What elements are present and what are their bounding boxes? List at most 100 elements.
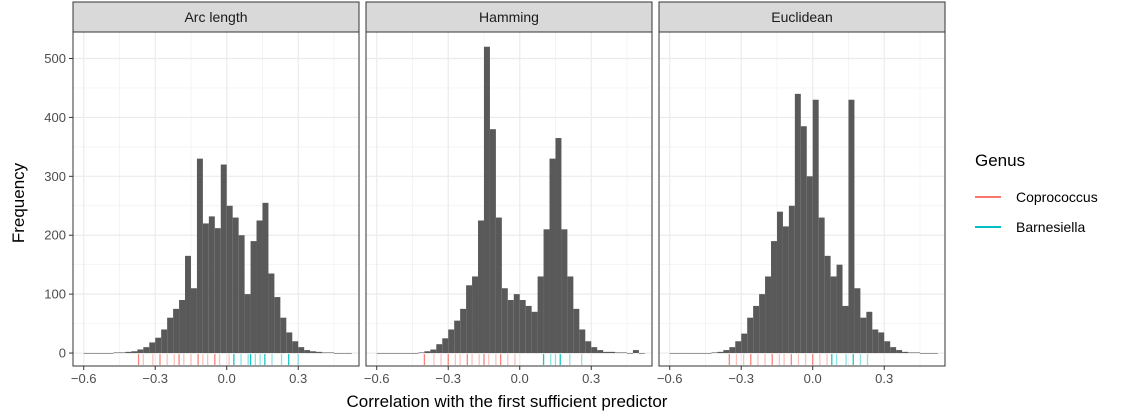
histogram-bar: [872, 329, 879, 354]
histogram-bar: [902, 351, 909, 354]
histogram-bar: [531, 311, 538, 354]
histogram-bar: [304, 350, 311, 354]
histogram-bar: [723, 350, 730, 354]
facet-panel-0: Arc length −0.6 −0.3 0.0 0.3: [71, 1, 360, 386]
histogram-bar: [632, 350, 639, 354]
histogram-bar: [626, 353, 633, 354]
histogram-bar: [119, 352, 126, 354]
histogram-bar: [406, 353, 413, 354]
histogram-bar: [262, 202, 269, 354]
x-tick-label: −0.3: [435, 371, 461, 386]
histogram-bar: [412, 353, 419, 354]
x-tick-label: −0.6: [657, 371, 683, 386]
histogram-bar: [507, 300, 514, 354]
histogram-bar: [382, 353, 389, 354]
histogram-bar: [699, 353, 706, 354]
histogram-bar: [394, 353, 401, 354]
histogram-bar: [735, 341, 742, 354]
histogram-bar: [513, 294, 520, 354]
facet-panel-1: Hamming −0.6 −0.3 0.0 0.3: [364, 1, 653, 386]
histogram-bar: [896, 350, 903, 354]
histogram-bar: [196, 158, 203, 354]
histogram-bar: [436, 344, 443, 354]
x-tick-label: 0.0: [804, 371, 822, 386]
panel-border: [658, 31, 946, 367]
histogram-bar: [638, 353, 645, 354]
histogram-bar: [137, 349, 144, 354]
histogram-bar: [543, 229, 550, 354]
histogram-bar: [537, 276, 544, 354]
histogram-bar: [220, 164, 227, 354]
histogram-bar: [729, 347, 736, 354]
histogram-bar: [615, 352, 622, 354]
histogram-bar: [466, 285, 473, 354]
facet-strip-label: Arc length: [184, 9, 247, 25]
histogram-bar: [316, 351, 323, 354]
histogram-bar: [812, 99, 819, 354]
x-tick-label: 0.0: [218, 371, 236, 386]
facet-strip-label: Hamming: [479, 9, 539, 25]
histogram-bar: [345, 353, 352, 354]
histogram-bar: [292, 341, 299, 354]
histogram-bar: [717, 351, 724, 354]
histogram-bar: [107, 353, 114, 354]
histogram-bar: [788, 205, 795, 354]
histogram-bar: [830, 276, 837, 354]
histogram-bar: [854, 288, 861, 354]
histogram-bar: [274, 297, 281, 354]
histogram-bar: [800, 126, 807, 354]
histogram-bar: [776, 211, 783, 354]
y-tick-label: 200: [44, 228, 66, 243]
histogram-bar: [753, 305, 760, 354]
histogram-bar: [113, 352, 120, 354]
y-tick-label: 0: [59, 346, 66, 361]
histogram-bar: [333, 353, 340, 354]
y-axis-title: Frequency: [9, 162, 28, 243]
histogram-bar: [603, 351, 610, 354]
histogram-bar: [418, 352, 425, 354]
histogram-bar: [226, 205, 233, 354]
x-tick-label: −0.6: [364, 371, 390, 386]
histogram-bar: [202, 223, 209, 354]
histogram-bar: [173, 308, 180, 354]
histogram-bar: [747, 317, 754, 354]
histogram-bar: [149, 342, 156, 354]
histogram-bar: [472, 276, 479, 354]
histogram-bar: [101, 353, 108, 354]
y-tick-label: 300: [44, 169, 66, 184]
histogram-bar: [878, 332, 885, 354]
histogram-bar: [388, 353, 395, 354]
histogram-bar: [232, 217, 239, 354]
histogram-bar: [525, 305, 532, 354]
x-tick-label: −0.3: [142, 371, 168, 386]
facet-strip: [365, 1, 653, 33]
histogram-bar: [759, 294, 766, 354]
histogram-bar: [339, 353, 346, 354]
histogram-bar: [478, 220, 484, 354]
histogram-bar: [179, 300, 186, 354]
legend: Genus Coprococcus Barnesiella: [975, 151, 1098, 235]
histogram-bar: [83, 353, 90, 354]
histogram-bar: [244, 294, 251, 354]
histogram-bar: [711, 352, 718, 354]
histogram-bar: [310, 351, 317, 354]
histogram-bar: [483, 46, 490, 354]
histogram-bar: [125, 351, 132, 354]
histogram-bar: [250, 241, 257, 354]
histogram-bar: [884, 341, 891, 354]
histogram-bar: [549, 158, 556, 354]
histogram-bar: [890, 347, 897, 354]
histogram-bar: [908, 352, 915, 354]
x-tick-label: −0.3: [728, 371, 754, 386]
histogram-bar: [167, 317, 174, 354]
histogram-bar: [322, 352, 329, 354]
histogram-bar: [669, 353, 676, 354]
histogram-bar: [95, 353, 102, 354]
y-tick-label: 400: [44, 110, 66, 125]
histogram-bar: [806, 176, 813, 354]
x-tick-label: 0.3: [289, 371, 307, 386]
histogram-bar: [914, 352, 920, 354]
histogram-bar: [771, 241, 777, 354]
histogram-bar: [495, 217, 502, 354]
